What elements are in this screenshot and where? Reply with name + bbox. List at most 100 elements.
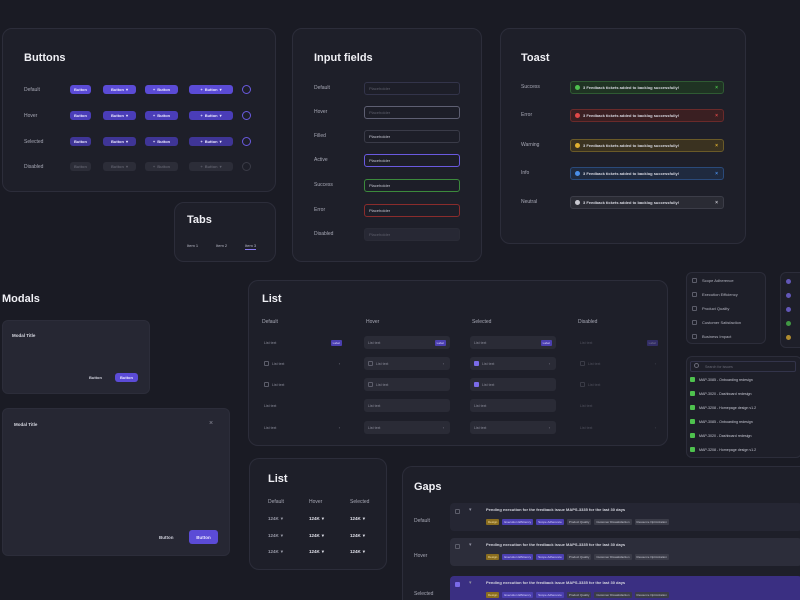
modal-small-secondary-button[interactable]: Button [89,375,102,380]
checkbox[interactable] [690,419,695,424]
checklist-item[interactable]: Customer Satisfaction [692,320,741,325]
text-input[interactable]: Placeholder [364,179,460,192]
chevron-down-icon[interactable]: ▾ [469,580,472,586]
checkbox[interactable] [690,433,695,438]
checklist-item[interactable]: Scope Adherence [692,278,734,283]
value-selector[interactable]: 124K ▾ [309,549,324,555]
button-sample[interactable]: + Button ▾ [189,111,233,120]
close-icon[interactable]: × [715,112,718,119]
checkbox[interactable] [368,382,373,387]
tab-item[interactable]: Item 2 [216,243,228,248]
checklist-item[interactable]: Product Quality [692,306,729,311]
chevron-down-icon[interactable]: ▾ [469,542,472,548]
close-icon[interactable]: × [715,142,718,149]
checkbox[interactable] [690,405,695,410]
text-input[interactable]: Placeholder [364,106,460,119]
value-selector[interactable]: 124K ▾ [350,549,365,555]
checklist-item[interactable]: Execution Efficiency [692,292,738,297]
button-sample[interactable]: + Button ▾ [189,137,233,146]
checkbox[interactable] [474,382,479,387]
close-icon[interactable]: × [715,170,718,177]
checkbox[interactable] [368,361,373,366]
tab-item[interactable]: Item 3 [245,243,257,250]
issues-search-input[interactable]: Search for issues [690,361,796,372]
close-icon[interactable]: × [715,199,718,206]
icon-button[interactable] [242,137,251,146]
icon-button[interactable] [242,85,251,94]
checkbox[interactable] [455,582,460,587]
value-selector[interactable]: 124K ▾ [309,516,324,522]
issue-item[interactable]: MAP-3208 - Homepage design v1.2 [690,447,756,452]
list-item[interactable]: List text › [364,421,450,434]
list-item[interactable]: List text Label [470,336,556,349]
checkbox[interactable] [690,391,695,396]
checkbox[interactable] [692,306,697,311]
issue-item[interactable]: MAP-3085 - Onboarding redesign [690,377,753,382]
list-item[interactable]: List text › [470,421,556,434]
chevron-down-icon[interactable]: ▾ [469,507,472,513]
button-sample[interactable]: Button [70,137,91,146]
button-sample[interactable]: Button ▾ [103,85,136,94]
checkbox[interactable] [692,292,697,297]
issue-item[interactable]: MAP-3085 - Onboarding redesign [690,419,753,424]
list-item[interactable]: List text [364,378,450,391]
checkbox[interactable] [580,382,585,387]
modal-large-primary-button[interactable]: Button [189,530,218,544]
issue-item[interactable]: MAP-3020 - Dashboard redesign [690,391,752,396]
text-input[interactable]: Placeholder [364,130,460,143]
tab-item[interactable]: Item 1 [187,243,199,248]
value-selector[interactable]: 124K ▾ [268,533,283,539]
text-input[interactable]: Placeholder [364,82,460,95]
button-sample[interactable]: Button [70,85,91,94]
issue-item[interactable]: MAP-3208 - Homepage design v1.2 [690,405,756,410]
button-sample[interactable]: + Button ▾ [189,85,233,94]
list-item[interactable]: List text Label [364,336,450,349]
text-input[interactable]: Placeholder [364,204,460,217]
checkbox[interactable] [692,334,697,339]
button-sample[interactable]: Button ▾ [103,137,136,146]
list-item[interactable]: List text [470,399,556,412]
value-selector[interactable]: 124K ▾ [268,549,283,555]
checkbox[interactable] [690,447,695,452]
value-selector[interactable]: 124K ▾ [309,533,324,539]
text-input[interactable]: Placeholder [364,154,460,167]
close-icon[interactable]: × [715,84,718,91]
list-item[interactable]: List text [470,378,556,391]
button-sample[interactable]: Button ▾ [103,111,136,120]
button-sample[interactable]: + Button [145,85,178,94]
checkbox[interactable] [580,361,585,366]
gap-item[interactable] [450,538,800,566]
list-item[interactable]: List text [260,399,346,412]
checkbox[interactable] [692,278,697,283]
checkbox[interactable] [690,377,695,382]
button-sample[interactable]: + Button [145,111,178,120]
value-text: 124K [350,516,361,521]
list-item[interactable]: List text › [364,357,450,370]
close-icon[interactable]: × [209,420,214,427]
list-item[interactable]: List text [364,399,450,412]
checklist-item[interactable]: Business Impact [692,334,731,339]
checkbox[interactable] [692,320,697,325]
list-item[interactable]: List text › [260,357,346,370]
list-item[interactable]: List text › [470,357,556,370]
modal-large-title: Modal Title [14,422,38,427]
gap-item[interactable] [450,503,800,531]
list-item[interactable]: List text [260,378,346,391]
button-sample[interactable]: + Button [145,137,178,146]
list-item[interactable]: List text › [260,421,346,434]
checkbox[interactable] [455,509,460,514]
issue-item[interactable]: MAP-3020 - Dashboard redesign [690,433,752,438]
value-selector[interactable]: 124K ▾ [350,516,365,522]
value-selector[interactable]: 124K ▾ [350,533,365,539]
list-item[interactable]: List text Label [260,336,346,349]
checkbox[interactable] [455,544,460,549]
modal-large-secondary-button[interactable]: Button [159,535,174,540]
button-sample[interactable]: Button [70,111,91,120]
toast-message: 3 Feedback tickets added to backlog succ… [583,171,680,176]
checkbox[interactable] [264,361,269,366]
checkbox[interactable] [264,382,269,387]
checkbox[interactable] [474,361,479,366]
icon-button[interactable] [242,111,251,120]
modal-small-primary-button[interactable]: Button [115,373,138,382]
value-selector[interactable]: 124K ▾ [268,516,283,522]
